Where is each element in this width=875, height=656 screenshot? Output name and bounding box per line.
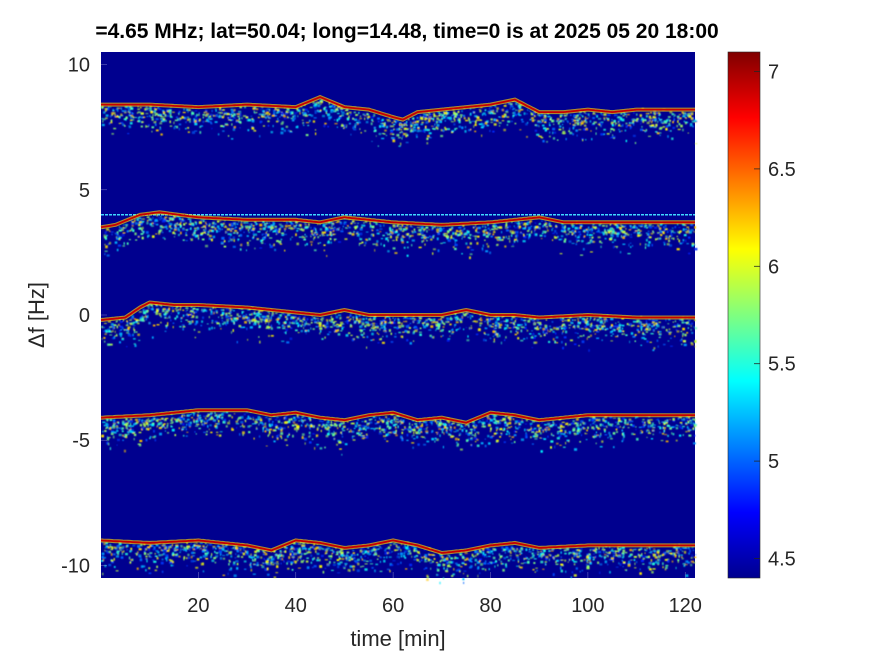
x-axis-ticks: 20 40 60 80 100 120 xyxy=(187,572,702,617)
trace-line-2 xyxy=(100,211,695,229)
trace-line-1 xyxy=(101,96,695,121)
x-axis-label: time [min] xyxy=(350,626,445,651)
trace-line-5 xyxy=(100,539,695,554)
colorbar-tick-label: 6.5 xyxy=(768,159,796,181)
y-axis-ticks: 10 5 0 -5 -10 xyxy=(61,55,107,577)
colorbar-tick-label: 4.5 xyxy=(768,549,796,571)
x-tick-label: 40 xyxy=(285,595,307,617)
colorbar-gradient xyxy=(727,51,761,579)
speckle-band-1 xyxy=(101,99,698,147)
colorbar: 7 6.5 6 5.5 5 4.5 xyxy=(727,51,796,579)
trace-line-3 xyxy=(100,301,695,321)
x-tick-label: 80 xyxy=(479,595,501,617)
colorbar-ticks: 7 6.5 6 5.5 5 4.5 xyxy=(754,61,796,571)
x-tick-label: 60 xyxy=(382,595,404,617)
speckle-band-4 xyxy=(101,410,697,456)
chart-title: =4.65 MHz; lat=50.04; long=14.48, time=0… xyxy=(95,20,718,43)
y-tick-label: 10 xyxy=(68,55,90,77)
plot-area xyxy=(100,52,698,585)
y-tick-label: -10 xyxy=(61,555,90,577)
colorbar-tick-label: 7 xyxy=(768,61,779,83)
colorbar-tick-label: 6 xyxy=(768,256,779,278)
colorbar-tick-label: 5.5 xyxy=(768,354,796,376)
y-tick-label: 5 xyxy=(79,180,90,202)
speckle-band-2 xyxy=(101,213,698,260)
y-tick-label: 0 xyxy=(79,305,90,327)
x-tick-label: 20 xyxy=(187,595,209,617)
x-tick-label: 120 xyxy=(669,595,702,617)
trace-line-4 xyxy=(100,409,695,424)
colorbar-tick-label: 5 xyxy=(768,451,779,473)
signal-traces xyxy=(100,94,695,556)
y-tick-label: -5 xyxy=(72,430,90,452)
y-axis-label: Δf [Hz] xyxy=(24,282,49,348)
x-tick-label: 100 xyxy=(571,595,604,617)
